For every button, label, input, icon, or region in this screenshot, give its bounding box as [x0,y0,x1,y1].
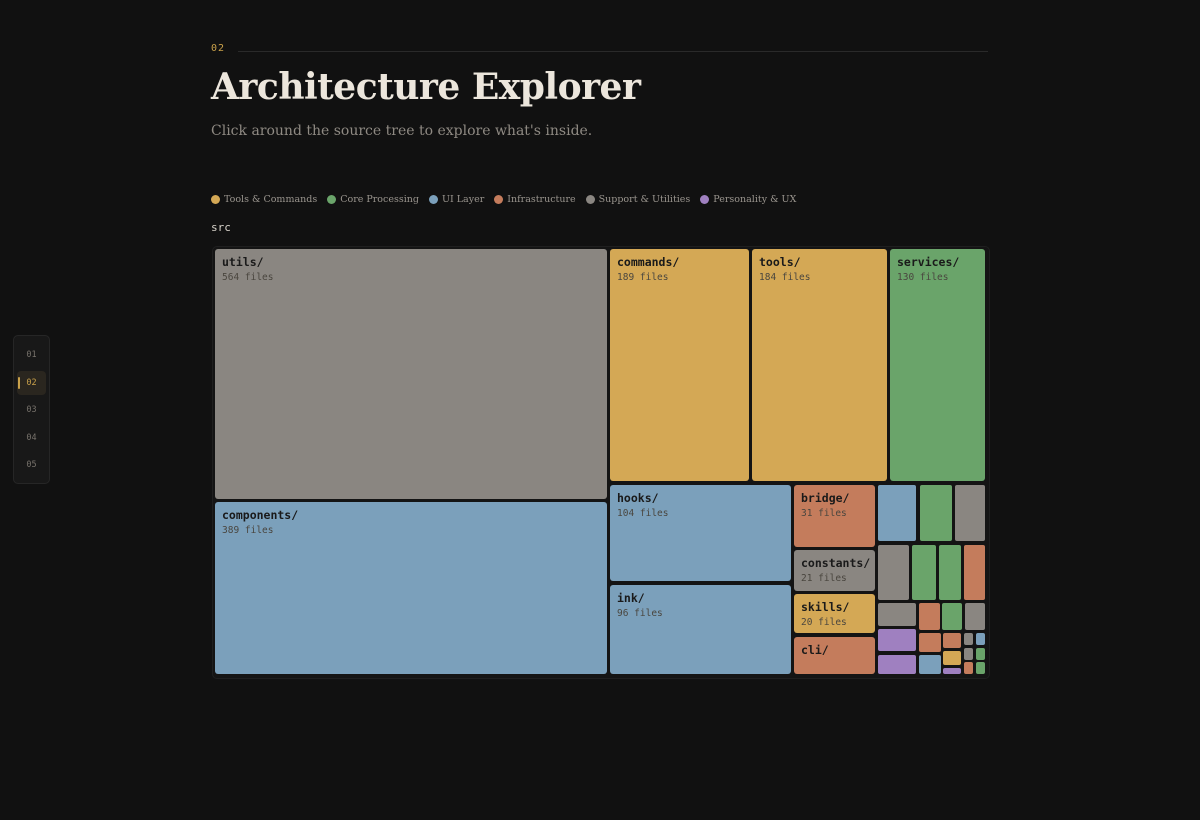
tile-file-count: 20 files [801,617,847,628]
tree-tile[interactable]: constants/21 files [794,550,875,591]
tile-name: skills/ [801,600,850,614]
small-tile[interactable] [943,651,961,665]
small-tile[interactable] [965,603,985,630]
small-tile[interactable] [919,655,941,674]
nav-item[interactable]: 02 [17,370,46,395]
tile-file-count: 130 files [897,272,949,283]
tile-file-count: 564 files [222,272,274,283]
treemap: utils/564 files components/389 files comma… [212,246,990,679]
legend-label: Tools & Commands [224,194,318,205]
tile-file-count: 184 files [759,272,811,283]
tile-file-count: 21 files [801,573,847,584]
tile-name: constants/ [801,556,871,570]
subtitle: Click around the source tree to explore … [211,123,593,139]
tile-file-count: 96 files [617,608,663,619]
tree-tile[interactable]: skills/20 files [794,594,875,633]
legend-label: Infrastructure [507,194,576,205]
legend-item: UI Layer [428,194,485,205]
tile-file-count: 389 files [222,525,274,536]
legend-label: Core Processing [340,194,419,205]
legend-swatch [211,195,220,204]
small-tile[interactable] [964,633,973,645]
tile-name: utils/ [222,255,264,269]
section-number: 02 [211,43,226,54]
small-tile[interactable] [939,545,961,600]
tile-name: services/ [897,255,960,269]
legend-label: UI Layer [441,194,485,205]
tile-name: hooks/ [617,491,659,505]
tile-file-count: 31 files [801,508,847,519]
small-tile[interactable] [942,603,962,630]
small-tile[interactable] [878,603,916,626]
legend-item: Personality & UX [700,194,796,205]
small-tile[interactable] [964,648,973,660]
legend-swatch [494,195,504,204]
small-tile[interactable] [912,545,936,600]
small-tile[interactable] [878,485,916,541]
nav-item[interactable]: 05 [26,460,37,470]
tree-tile[interactable]: components/389 files [215,502,607,674]
small-tile[interactable] [964,662,973,674]
small-tile[interactable] [955,485,985,541]
nav-item[interactable]: 03 [26,405,37,415]
tree-tile[interactable]: bridge/31 files [794,485,875,547]
small-tile[interactable] [976,662,985,674]
tile-name: bridge/ [801,491,850,505]
tile-name: components/ [222,508,299,522]
legend: Tools & Commands Core Processing UI Layer I… [211,194,796,205]
legend-swatch [585,195,595,204]
legend-item: Infrastructure [494,194,576,205]
tile-name: cli/ [801,643,829,657]
legend-swatch [428,195,438,204]
tile-name: tools/ [759,255,801,269]
legend-item: Support & Utilities [585,194,691,205]
small-tile[interactable] [964,545,985,600]
tile-file-count: 189 files [617,272,669,283]
tile-name: ink/ [617,591,645,605]
tree-tile[interactable]: utils/564 files [215,249,607,499]
small-tile[interactable] [943,668,961,674]
root-label: src [211,221,231,234]
small-tile[interactable] [878,655,916,674]
tree-tile[interactable]: ink/96 files [610,585,791,674]
small-tile[interactable] [943,633,961,648]
tree-tile[interactable]: cli/ [794,637,875,674]
small-tile[interactable] [878,545,909,600]
small-tile[interactable] [976,648,985,660]
legend-label: Support & Utilities [598,194,691,205]
tree-tile[interactable]: hooks/104 files [610,485,791,581]
section-rule [238,51,988,52]
small-tile[interactable] [920,485,952,541]
small-tile[interactable] [976,633,985,645]
nav-item[interactable]: 01 [26,350,37,360]
tree-tile[interactable]: commands/189 files [610,249,749,481]
tile-name: commands/ [617,255,680,269]
small-tile[interactable] [919,603,940,630]
legend-item: Core Processing [327,194,419,205]
small-tile[interactable] [878,629,916,651]
tree-tile[interactable]: tools/184 files [752,249,887,481]
small-tile[interactable] [919,633,941,652]
legend-label: Personality & UX [713,194,797,205]
section-nav: 01 02 03 04 05 [13,335,50,484]
legend-swatch [700,195,710,204]
page-title: Architecture Explorer [211,66,641,108]
tree-tile[interactable]: services/130 files [890,249,985,481]
legend-swatch [327,195,337,204]
legend-item: Tools & Commands [211,194,317,205]
nav-item[interactable]: 04 [26,432,37,443]
tile-file-count: 104 files [617,508,669,519]
